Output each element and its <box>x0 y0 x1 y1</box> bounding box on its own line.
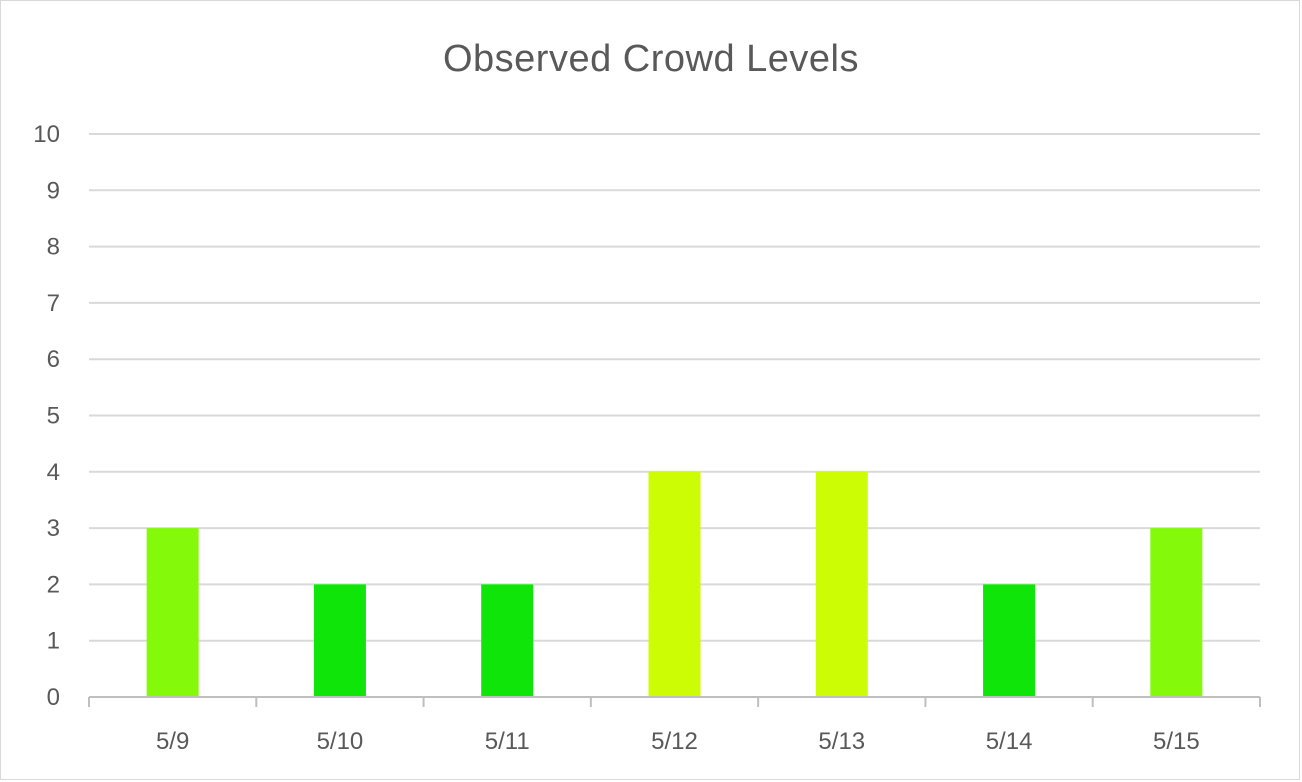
bar-5-10 <box>313 584 366 697</box>
x-tick-label: 5/12 <box>651 728 698 755</box>
y-tick-label: 0 <box>47 684 60 711</box>
y-tick-label: 5 <box>47 403 60 430</box>
x-tick-label: 5/14 <box>986 728 1033 755</box>
bar-5-14 <box>983 584 1036 697</box>
x-tick-label: 5/11 <box>485 728 530 755</box>
y-tick-label: 6 <box>47 346 60 373</box>
x-axis <box>88 696 1261 707</box>
y-tick-label: 10 <box>33 121 60 148</box>
bar-5-11 <box>481 584 534 697</box>
bar-5-15 <box>1150 528 1203 697</box>
bar-5-9 <box>146 528 199 697</box>
y-tick-label: 3 <box>47 515 60 542</box>
y-tick-label: 7 <box>47 290 60 317</box>
y-tick-label: 2 <box>47 571 60 598</box>
x-tick-label: 5/13 <box>818 728 865 755</box>
y-tick-label: 9 <box>47 177 60 204</box>
x-tick-labels: 5/9 5/10 5/11 5/12 5/13 5/14 5/15 <box>156 728 1200 755</box>
chart-title: Observed Crowd Levels <box>442 38 859 80</box>
y-tick-label: 4 <box>47 459 60 486</box>
bar-5-13 <box>815 471 868 697</box>
y-tick-label: 1 <box>47 628 60 655</box>
y-tick-label: 8 <box>47 234 60 261</box>
x-tick-label: 5/10 <box>317 728 364 755</box>
y-tick-labels: 0 1 2 3 4 5 6 7 8 9 10 <box>33 121 60 711</box>
bars <box>146 471 1203 697</box>
x-tick-label: 5/9 <box>156 728 189 755</box>
bar-5-12 <box>648 471 701 697</box>
x-tick-label: 5/15 <box>1153 728 1200 755</box>
